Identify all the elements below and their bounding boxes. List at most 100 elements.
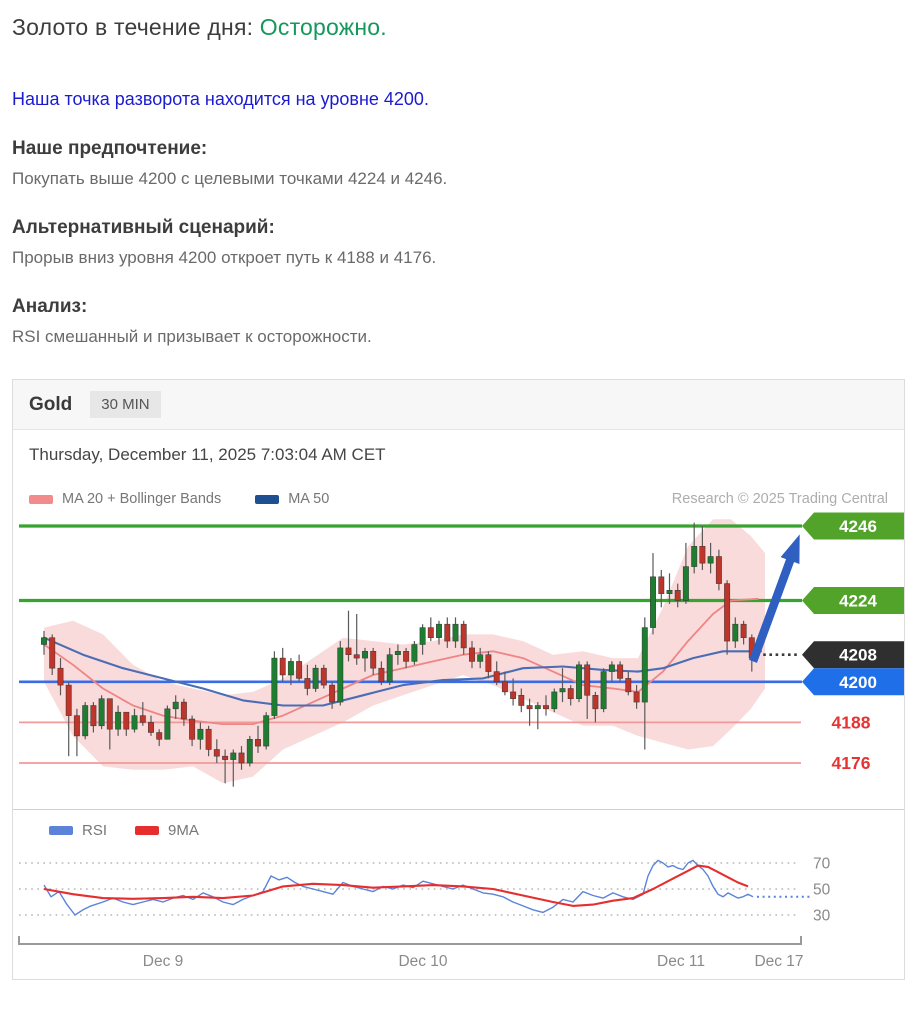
- candle-down: [740, 623, 747, 638]
- price-flag-4224: [802, 587, 904, 614]
- candle-up: [559, 688, 566, 693]
- candle-down: [485, 654, 492, 672]
- rsi-tick-50: 50: [813, 882, 831, 899]
- candle-up: [82, 705, 89, 737]
- ma50-swatch-icon: [255, 494, 280, 504]
- candle-down: [49, 637, 56, 669]
- level-label-4246: 4246: [839, 517, 877, 536]
- candle-down: [238, 752, 245, 764]
- candle-down: [518, 695, 525, 706]
- section-preference: Наше предпочтение: Покупать выше 4200 с …: [12, 138, 905, 189]
- candle-down: [567, 688, 574, 699]
- page-title-text: Золото в течение дня:: [12, 14, 260, 40]
- candle-down: [403, 651, 410, 662]
- candle-up: [263, 715, 270, 747]
- x-axis-label-dec-17: Dec 17: [754, 953, 803, 970]
- candle-up: [608, 664, 615, 672]
- candle-up: [115, 711, 122, 730]
- legend-item-rsi: RSI: [49, 822, 107, 839]
- candle-down: [493, 671, 500, 683]
- candle-down: [584, 664, 591, 696]
- candle-up: [394, 651, 401, 656]
- candle-up: [230, 752, 237, 760]
- candle-down: [542, 705, 549, 710]
- price-chart-svg: 4246 4224 4208 4200 4188 4176: [19, 512, 904, 787]
- pivot-statement: Наша точка разворота находится на уровне…: [12, 89, 429, 109]
- rsi-9ma-line: [43, 864, 749, 907]
- level-label-4224: 4224: [839, 592, 877, 611]
- candle-down: [329, 684, 336, 703]
- candle-up: [287, 661, 294, 676]
- candle-down: [633, 691, 640, 703]
- rsi-legend: RSI 9MA: [13, 810, 904, 841]
- candle-down: [180, 701, 187, 720]
- candle-up: [337, 647, 344, 703]
- candle-down: [73, 715, 80, 737]
- candle-down: [715, 556, 722, 584]
- candle-down: [106, 698, 113, 730]
- candle-up: [575, 664, 582, 700]
- candle-down: [444, 623, 451, 642]
- legend-item-9ma: 9MA: [135, 822, 199, 839]
- candle-down: [625, 678, 632, 693]
- candle-up: [411, 644, 418, 662]
- candle-down: [378, 667, 385, 683]
- x-axis-svg: Dec 9 Dec 10 Dec 11 Dec 17: [18, 936, 804, 970]
- candle-up: [172, 701, 179, 710]
- candle-up: [197, 728, 204, 740]
- section-alternative: Альтернативный сценарий: Прорыв вниз уро…: [12, 217, 905, 268]
- x-axis-label-dec-9: Dec 9: [143, 953, 184, 970]
- candle-down: [526, 705, 533, 710]
- section-analysis: Анализ: RSI смешанный и призывает к осто…: [12, 296, 905, 347]
- candle-up: [312, 667, 319, 689]
- timeframe-badge[interactable]: 30 MIN: [90, 391, 161, 418]
- price-flag-4200: [802, 668, 904, 696]
- candle-down: [255, 739, 262, 747]
- candle-down: [57, 667, 64, 686]
- candle-up: [477, 654, 484, 662]
- chart-card-header: Gold 30 MIN: [13, 380, 904, 430]
- candle-up: [682, 566, 689, 601]
- candle-up: [361, 651, 368, 659]
- candle-down: [658, 576, 665, 595]
- candle-down: [213, 749, 220, 757]
- candle-down: [189, 718, 196, 740]
- ma20-swatch-icon: [29, 494, 53, 504]
- candle-down: [617, 664, 624, 679]
- candle-up: [435, 623, 442, 638]
- candle-down: [510, 691, 517, 699]
- candle-up: [452, 623, 459, 642]
- candle-down: [674, 590, 681, 601]
- legend-9ma-label: 9MA: [168, 822, 199, 839]
- candle-down: [139, 715, 146, 723]
- x-axis-label-dec-11: Dec 11: [657, 953, 705, 970]
- rsi-9ma-swatch-icon: [135, 826, 160, 835]
- legend-ma50-label: MA 50: [288, 491, 330, 507]
- candle-down: [724, 583, 731, 642]
- legend-ma20-label: MA 20 + Bollinger Bands: [62, 491, 222, 507]
- instrument-name: Gold: [29, 393, 73, 415]
- candle-down: [65, 684, 72, 716]
- price-flag-4246: [802, 512, 904, 540]
- level-label-4208: 4208: [839, 646, 877, 665]
- candle-down: [427, 627, 434, 638]
- candle-up: [600, 671, 607, 710]
- candle-down: [90, 705, 97, 727]
- candle-up: [534, 705, 541, 710]
- candle-down: [296, 661, 303, 679]
- rsi-swatch-icon: [49, 826, 73, 835]
- candle-down: [460, 623, 467, 649]
- main-chart-legend: MA 20 + Bollinger Bands MA 50 Research ©…: [13, 469, 904, 511]
- candle-down: [148, 722, 155, 733]
- chart-card: Gold 30 MIN Thursday, December 11, 2025 …: [12, 379, 905, 980]
- rsi-section: RSI 9MA 70 50 30 Dec 9 Dec 10 Dec 11 Dec 17: [13, 809, 904, 979]
- candle-down: [320, 667, 327, 686]
- candle-down: [699, 545, 706, 564]
- price-flag-4208: [802, 641, 904, 669]
- candle-down: [592, 695, 599, 710]
- candle-up: [707, 556, 714, 564]
- candle-up: [641, 627, 648, 703]
- candle-down: [501, 681, 508, 693]
- x-axis-line: [18, 936, 802, 945]
